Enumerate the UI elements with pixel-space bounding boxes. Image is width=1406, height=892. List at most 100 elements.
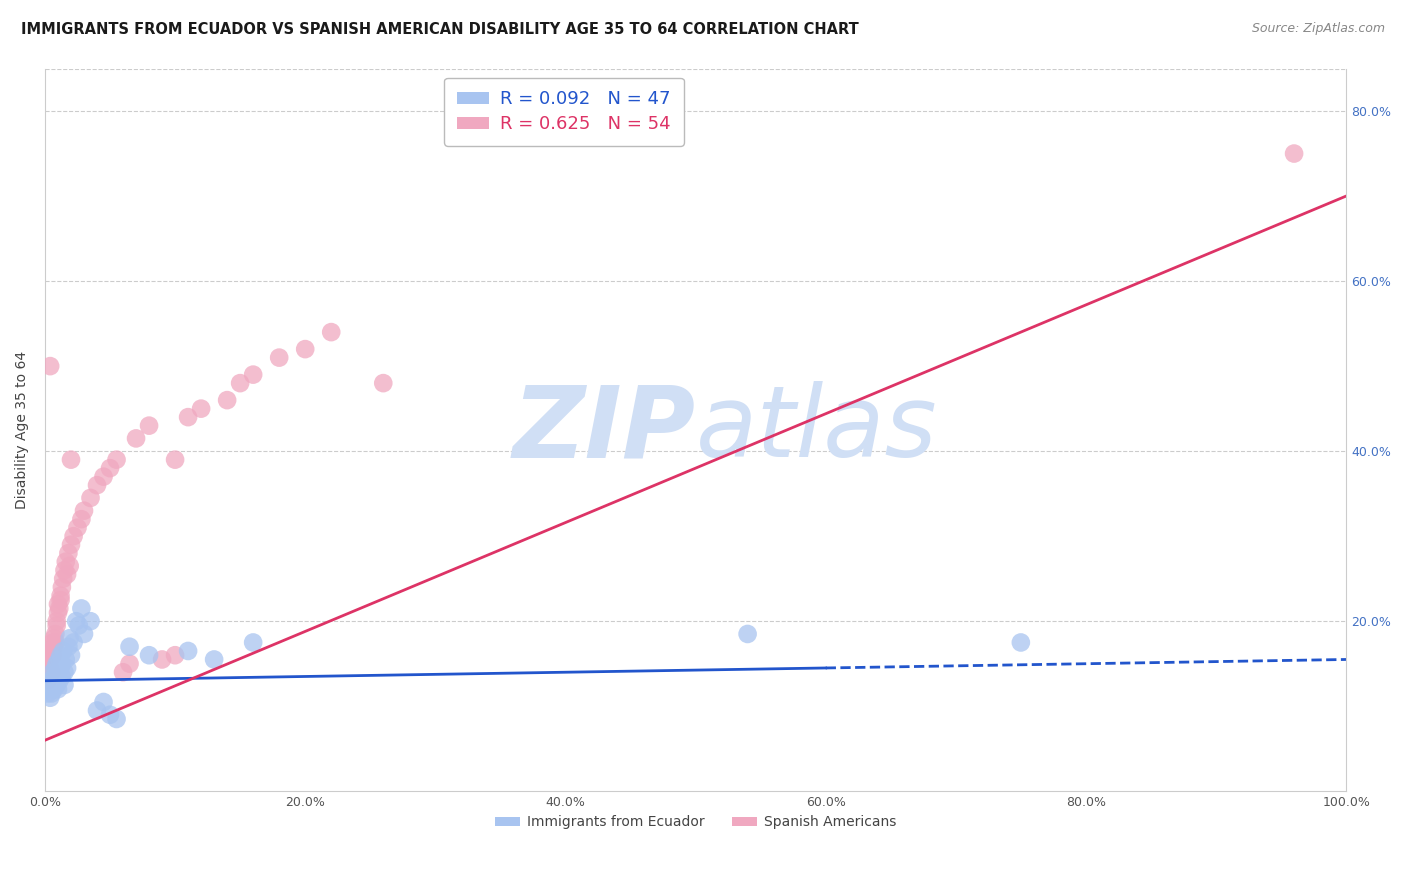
- Point: [35, 682, 58, 697]
- Point: [202, 652, 225, 666]
- Point: [105, 452, 128, 467]
- Point: [59, 538, 82, 552]
- Point: [39, 652, 62, 666]
- Point: [44, 661, 66, 675]
- Point: [52, 644, 75, 658]
- Point: [1282, 146, 1305, 161]
- Text: ZIP: ZIP: [513, 382, 696, 478]
- Point: [49, 589, 72, 603]
- Point: [138, 648, 160, 663]
- Point: [42, 682, 65, 697]
- Point: [53, 678, 76, 692]
- Point: [38, 678, 60, 692]
- Point: [44, 673, 66, 688]
- Point: [294, 342, 316, 356]
- Point: [42, 648, 65, 663]
- Point: [45, 678, 67, 692]
- Point: [86, 478, 108, 492]
- Point: [73, 504, 96, 518]
- Point: [65, 614, 87, 628]
- Point: [41, 686, 63, 700]
- Point: [165, 452, 187, 467]
- Point: [73, 627, 96, 641]
- Point: [125, 431, 148, 445]
- Point: [38, 648, 60, 663]
- Y-axis label: Disability Age 35 to 64: Disability Age 35 to 64: [15, 351, 30, 509]
- Point: [42, 669, 65, 683]
- Point: [37, 673, 59, 688]
- Point: [52, 572, 75, 586]
- Point: [55, 652, 77, 666]
- Point: [41, 673, 63, 688]
- Point: [39, 690, 62, 705]
- Point: [118, 657, 141, 671]
- Point: [242, 368, 264, 382]
- Point: [44, 635, 66, 649]
- Point: [46, 665, 69, 680]
- Point: [38, 657, 60, 671]
- Point: [58, 640, 80, 654]
- Point: [39, 661, 62, 675]
- Point: [62, 529, 84, 543]
- Point: [229, 376, 252, 391]
- Point: [53, 563, 76, 577]
- Point: [42, 678, 65, 692]
- Point: [105, 712, 128, 726]
- Point: [93, 469, 115, 483]
- Point: [98, 461, 121, 475]
- Point: [37, 686, 59, 700]
- Point: [42, 665, 65, 680]
- Point: [41, 644, 63, 658]
- Point: [373, 376, 395, 391]
- Point: [51, 657, 73, 671]
- Point: [46, 606, 69, 620]
- Point: [79, 491, 101, 505]
- Point: [49, 648, 72, 663]
- Point: [118, 640, 141, 654]
- Point: [79, 614, 101, 628]
- Point: [49, 593, 72, 607]
- Point: [98, 707, 121, 722]
- Point: [67, 618, 90, 632]
- Point: [45, 618, 67, 632]
- Point: [39, 359, 62, 373]
- Point: [51, 669, 73, 683]
- Point: [48, 601, 70, 615]
- Text: IMMIGRANTS FROM ECUADOR VS SPANISH AMERICAN DISABILITY AGE 35 TO 64 CORRELATION : IMMIGRANTS FROM ECUADOR VS SPANISH AMERI…: [21, 22, 859, 37]
- Point: [35, 665, 58, 680]
- Legend: Immigrants from Ecuador, Spanish Americans: Immigrants from Ecuador, Spanish America…: [489, 810, 901, 835]
- Point: [66, 521, 89, 535]
- Point: [93, 695, 115, 709]
- Point: [321, 325, 343, 339]
- Point: [56, 567, 79, 582]
- Point: [42, 640, 65, 654]
- Point: [51, 580, 73, 594]
- Point: [55, 555, 77, 569]
- Point: [1010, 635, 1032, 649]
- Point: [190, 401, 212, 416]
- Point: [150, 652, 173, 666]
- Point: [46, 682, 69, 697]
- Point: [53, 665, 76, 680]
- Point: [86, 704, 108, 718]
- Point: [56, 661, 79, 675]
- Text: atlas: atlas: [696, 382, 938, 478]
- Text: Source: ZipAtlas.com: Source: ZipAtlas.com: [1251, 22, 1385, 36]
- Point: [41, 665, 63, 680]
- Point: [45, 657, 67, 671]
- Point: [269, 351, 291, 365]
- Point: [49, 661, 72, 675]
- Point: [46, 597, 69, 611]
- Point: [737, 627, 759, 641]
- Point: [177, 644, 200, 658]
- Point: [58, 546, 80, 560]
- Point: [70, 601, 93, 615]
- Point: [59, 452, 82, 467]
- Point: [112, 665, 135, 680]
- Point: [59, 558, 82, 573]
- Point: [242, 635, 264, 649]
- Point: [44, 627, 66, 641]
- Point: [59, 631, 82, 645]
- Point: [42, 635, 65, 649]
- Point: [70, 512, 93, 526]
